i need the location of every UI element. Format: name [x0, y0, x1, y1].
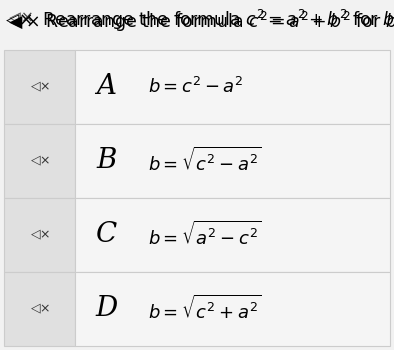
- Text: B: B: [96, 147, 117, 175]
- Text: $\triangleleft\!\times$: $\triangleleft\!\times$: [8, 10, 33, 26]
- Bar: [75, 198, 390, 272]
- Bar: [4, 272, 75, 346]
- Text: $\blacktriangleleft$$\times$ Rearrange the formula $c^2 = a^2 + b^2$ for $b$.: $\blacktriangleleft$$\times$ Rearrange t…: [5, 10, 394, 34]
- Text: $\triangleleft$$\times$: $\triangleleft$$\times$: [30, 228, 50, 242]
- Text: D: D: [95, 295, 117, 322]
- Bar: [75, 50, 390, 124]
- Text: C: C: [96, 222, 117, 248]
- Text: $\triangleleft\!\times$ Rearrange the formula $c^2 = a^2 + b^2$ for $b$.: $\triangleleft\!\times$ Rearrange the fo…: [5, 8, 394, 32]
- Text: $\triangleleft$$\times$: $\triangleleft$$\times$: [30, 80, 50, 94]
- Text: $b = \sqrt{c^2 + a^2}$: $b = \sqrt{c^2 + a^2}$: [148, 295, 262, 323]
- Text: $\triangleleft$$\times$: $\triangleleft$$\times$: [30, 302, 50, 316]
- Bar: [4, 198, 75, 272]
- Bar: [4, 124, 75, 198]
- Bar: [75, 272, 390, 346]
- Bar: [4, 50, 75, 124]
- Text: A: A: [96, 74, 116, 100]
- Text: $b = \sqrt{c^2 - a^2}$: $b = \sqrt{c^2 - a^2}$: [148, 147, 262, 175]
- Bar: [75, 124, 390, 198]
- Text: $\triangleleft$$\times$: $\triangleleft$$\times$: [30, 154, 50, 168]
- Text: $b = c^2 - a^2$: $b = c^2 - a^2$: [148, 77, 244, 97]
- Text: $b = \sqrt{a^2 - c^2}$: $b = \sqrt{a^2 - c^2}$: [148, 221, 262, 249]
